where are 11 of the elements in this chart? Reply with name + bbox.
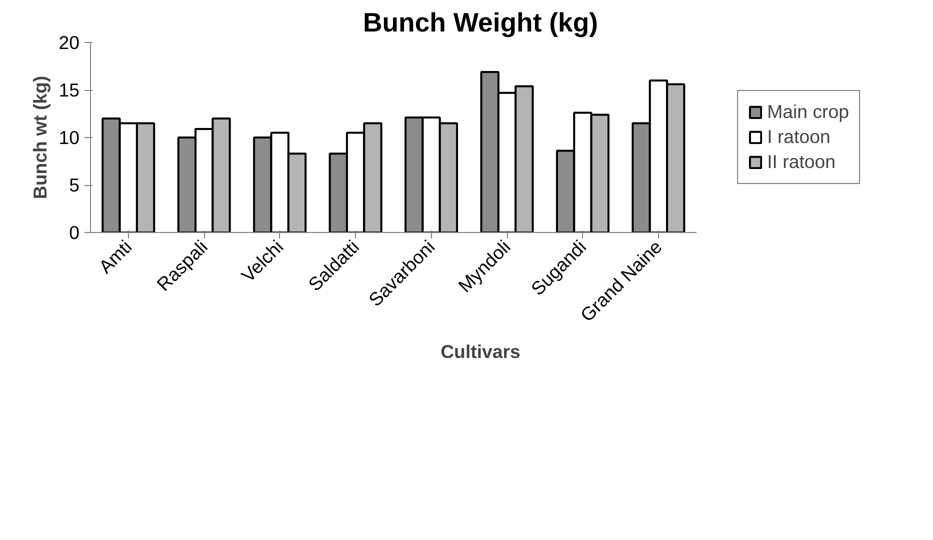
chart-title: Bunch Weight (kg)	[363, 8, 598, 38]
y-tick-label: 0	[69, 222, 80, 243]
y-axis-title: Bunch wt (kg)	[30, 76, 51, 200]
y-tick-label: 20	[58, 32, 80, 53]
y-tick-label: 15	[58, 80, 80, 100]
legend-label: Main crop	[767, 101, 849, 123]
x-axis-title: Cultivars	[440, 341, 520, 362]
y-tick-label: 5	[69, 174, 80, 196]
legend-label: II ratoon	[767, 151, 836, 173]
legend-label: I ratoon	[767, 126, 830, 148]
y-tick-label: 10	[58, 127, 80, 148]
